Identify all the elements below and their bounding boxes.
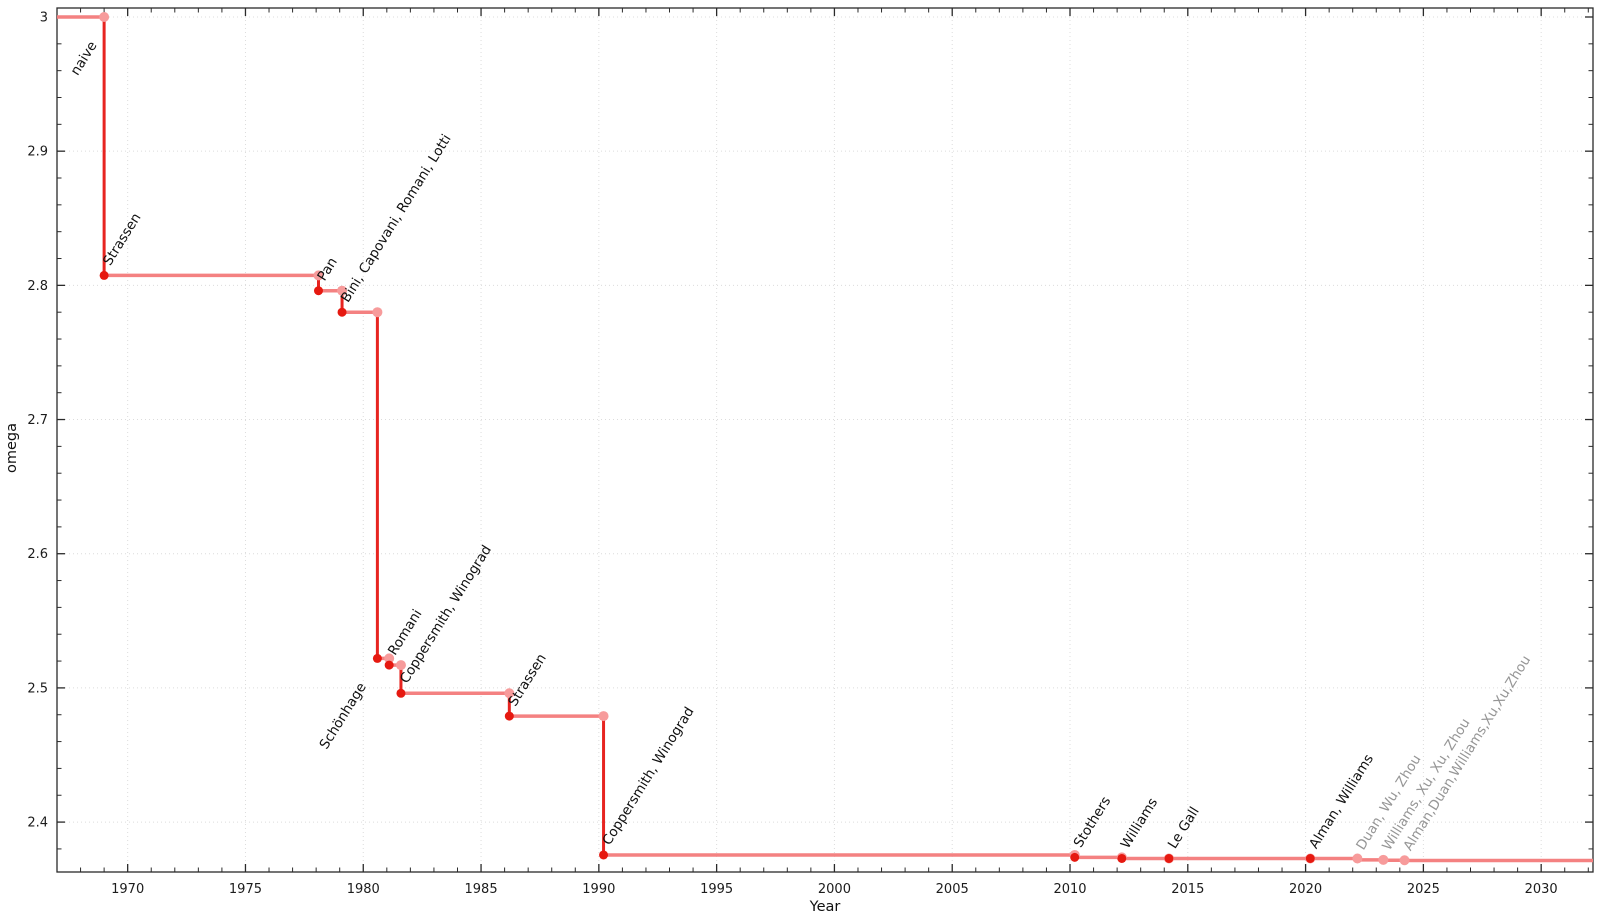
data-point [99,270,109,280]
data-point-upper [1378,854,1389,865]
data-point-upper [504,688,515,699]
point-label: naive [67,39,100,79]
y-tick-label: 2.6 [27,547,48,562]
y-tick-label: 2.8 [27,279,48,294]
data-point-upper [99,11,110,22]
data-point [372,653,382,663]
step-line-series [57,15,1593,863]
data-point-upper [395,660,406,671]
data-point [599,850,609,860]
x-axis-title: Year [809,899,841,915]
point-label: Strassen [100,210,145,268]
gridlines [57,8,1593,872]
data-point [1070,852,1080,862]
point-label: Williams [1118,795,1162,851]
x-tick-label: 1995 [700,882,733,897]
x-tick-label: 1975 [229,882,262,897]
data-point-upper [337,285,348,296]
y-axis-title: omega [4,423,20,473]
point-label: Strassen [505,651,550,709]
data-point-upper [384,653,395,664]
data-point [313,286,323,296]
y-tick-label: 2.5 [27,681,48,696]
x-tick-label: 2030 [1525,882,1558,897]
y-tick-label: 2.7 [27,413,48,428]
data-point [396,688,406,698]
data-point [504,711,514,721]
point-label: Bini, Capovani, Romani, Lotti [338,132,455,306]
point-label: Coppersmith, Winograd [599,704,697,848]
axis-ticks [56,8,1593,872]
x-tick-label: 1990 [582,882,615,897]
data-point-upper [313,270,324,281]
data-points [99,11,1410,866]
tick-labels: 1970 1975 1980 1985 1990 1995 2000 2005 2010 2015… [27,10,1557,897]
x-tick-label: 1980 [347,882,380,897]
data-point-upper [372,307,383,318]
point-label: Alman,Duan,Williams,Xu,Xu,Zhou [1400,653,1534,854]
data-point [1305,854,1315,864]
point-label: Le Gall [1165,804,1203,852]
data-point-upper [1352,853,1363,864]
x-tick-label: 1970 [111,882,144,897]
x-tick-label: 2025 [1407,882,1440,897]
data-point [384,660,394,670]
data-point [1164,853,1174,863]
plot-border [56,7,1594,873]
y-tick-label: 2.4 [27,816,48,831]
data-point-upper [1399,855,1410,866]
plot-frame [56,7,1594,873]
data-point-upper [598,711,609,722]
y-tick-label: 2.9 [27,145,48,160]
x-tick-label: 2000 [818,882,851,897]
point-label: Schönhage [316,680,369,752]
y-tick-label: 3 [40,10,48,25]
x-tick-label: 2010 [1053,882,1086,897]
data-point [1117,853,1127,863]
x-tick-label: 1985 [465,882,498,897]
x-tick-label: 2015 [1171,882,1204,897]
x-tick-label: 2020 [1289,882,1322,897]
x-tick-label: 2005 [936,882,969,897]
data-point [337,307,347,317]
